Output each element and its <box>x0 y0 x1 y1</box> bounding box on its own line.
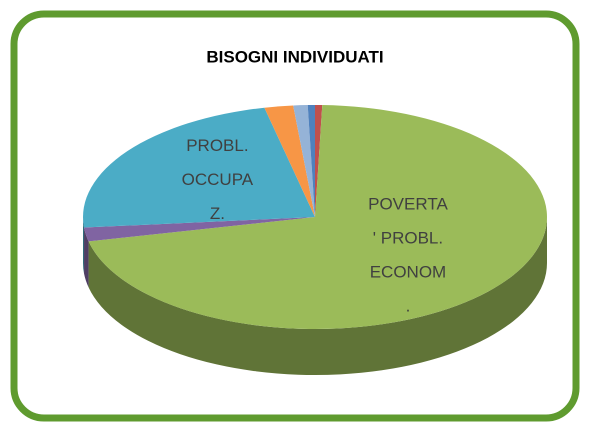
slice <box>293 105 315 217</box>
chart-title: BISOGNI INDIVIDUATI <box>206 47 383 66</box>
slice-label-line: POVERTA <box>368 195 448 214</box>
slice <box>307 105 315 217</box>
slice-label: POVERTA ' PROBL. ECONOM. <box>368 195 448 316</box>
slice-side <box>83 217 85 274</box>
slice <box>88 105 547 329</box>
slice <box>83 107 315 228</box>
slice-label-line: OCCUPA <box>182 170 254 189</box>
slice-side <box>84 227 89 288</box>
slice-label-line: PROBL. <box>186 136 248 155</box>
slice-label-line: Z. <box>210 204 225 223</box>
slice-label-line: . <box>406 297 411 316</box>
slice-side <box>88 217 547 375</box>
slice-label-line: ' PROBL. <box>373 229 443 248</box>
slice <box>264 105 315 217</box>
slice-label-line: ECONOM <box>370 263 447 282</box>
slice <box>315 105 323 217</box>
slice-label: PROBL. OCCUPA Z. <box>182 136 254 223</box>
slice <box>84 217 315 242</box>
